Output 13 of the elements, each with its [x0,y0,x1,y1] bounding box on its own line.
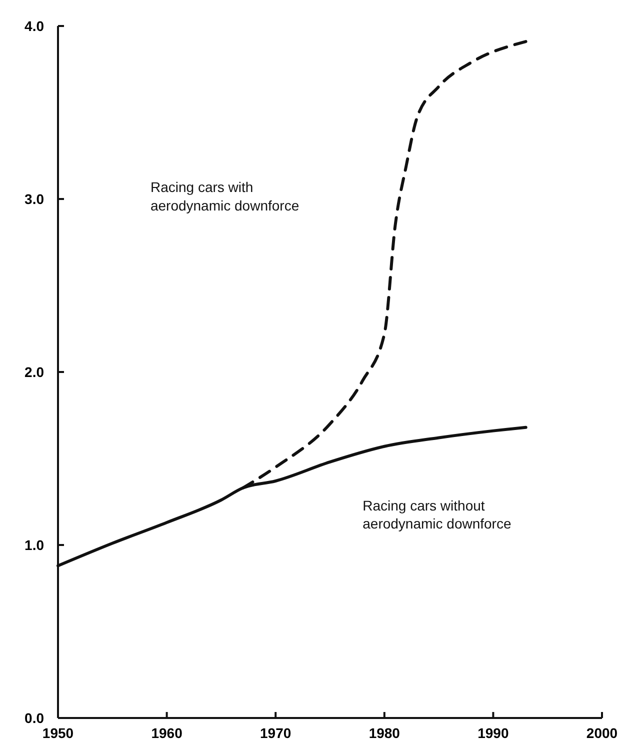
y-tick-label: 4.0 [24,18,44,34]
x-tick-label: 1990 [478,725,509,741]
annotation: Racing cars without aerodynamic downforce [362,497,512,532]
x-tick-label: 1960 [151,725,183,741]
y-tick-label: 1.0 [24,536,44,553]
y-tick-label: 3.0 [24,190,44,207]
y-tick-label: 2.0 [24,364,44,380]
y-tick-label: 0.0 [24,710,44,726]
x-tick-label: 1950 [42,725,74,741]
x-tick-label: 1970 [260,725,292,741]
x-tick-label: 2000 [586,725,618,741]
x-tick-label: 1980 [368,725,400,741]
annotation: Racing cars with aerodynamic downforce [150,179,300,214]
